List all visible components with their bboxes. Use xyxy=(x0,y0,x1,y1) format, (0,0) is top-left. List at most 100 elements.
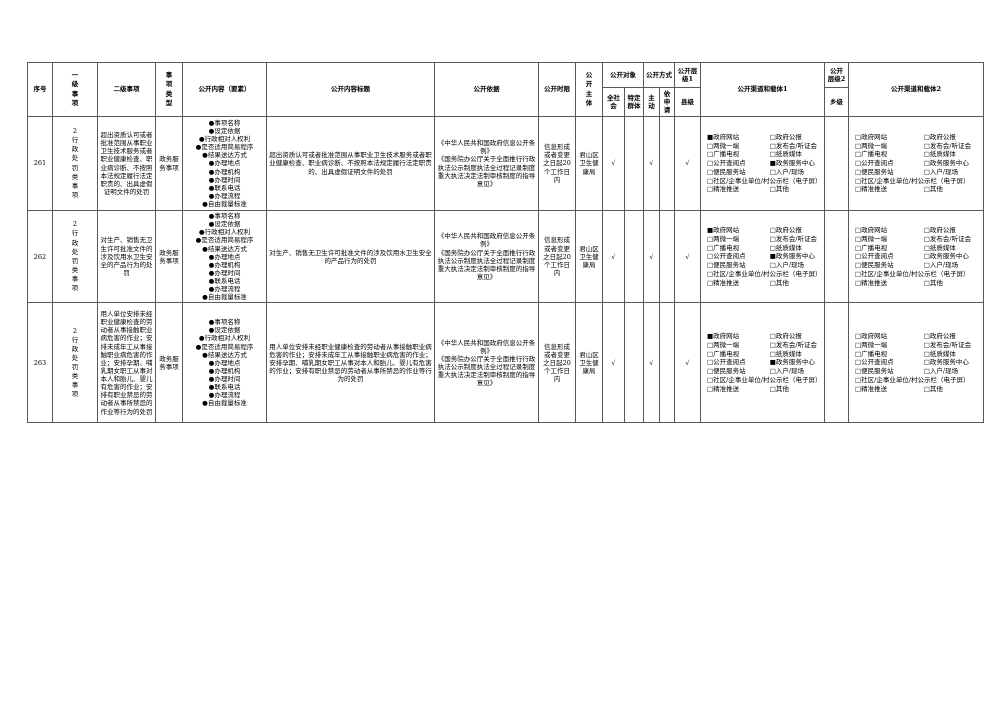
checkbox-unchecked: □政府网站 xyxy=(855,332,888,341)
checkbox-unchecked: □纸质媒体 xyxy=(769,349,802,358)
cell-channels1: ■政府网站 □政府公报 □两微一端 □发布会/听证会 □广播电视 □纸质媒体 □公开查阅点 ■… xyxy=(700,209,825,304)
content-element-item: ●自由裁量标准 xyxy=(202,200,247,209)
checkbox-unchecked: □公开查阅点 xyxy=(855,159,894,168)
cell-method-active-check: √ xyxy=(643,209,660,304)
cell-content-elements: ●事项名称 ●设定依据 ●行政相对人权利 ●是否适用简易程序 ●结果送达方式 ●办理地点 ●… xyxy=(182,116,267,211)
cell-target-specific-check xyxy=(624,209,644,304)
header-content-elements: 公开内容（要素） xyxy=(182,62,267,117)
content-element-item: ●设定依据 xyxy=(208,126,241,135)
content-element-item: ●事项名称 xyxy=(208,212,241,220)
cell-township-check xyxy=(824,209,849,304)
checkbox-checked: ■政务服务中心 xyxy=(769,159,815,168)
cell-channels2: □政府网站 □政府公报 □两微一端 □发布会/听证会 □广播电视 □纸质媒体 □公开查阅点 □… xyxy=(848,302,984,424)
checkbox-unchecked: □便民服务站 xyxy=(707,367,746,376)
checkbox-unchecked: □其他 xyxy=(923,185,943,194)
checkbox-unchecked: □广播电视 xyxy=(855,349,888,358)
channels2-checklist: □政府网站 □政府公报 □两微一端 □发布会/听证会 □广播电视 □纸质媒体 □公开查阅点 □… xyxy=(851,224,981,289)
cell-seq: 263 xyxy=(27,302,53,424)
cell-subject: 君山区卫生健康局 xyxy=(575,302,603,424)
header-method-group: 公开方式 xyxy=(643,62,675,88)
content-element-item: ●办理时间 xyxy=(208,268,241,277)
header-subject-label: 公开主体 xyxy=(585,71,593,107)
content-element-item: ●行政相对人权利 xyxy=(198,334,251,343)
cell-county-check: √ xyxy=(674,302,701,424)
cell-target-specific-check xyxy=(624,116,644,211)
checkbox-checked: ■政务服务中心 xyxy=(769,252,815,261)
checkbox-checked: ■政务服务中心 xyxy=(769,358,815,367)
checkbox-unchecked: □两微一端 xyxy=(707,234,740,243)
cell-level2: 用人单位安排未经职业健康检查的劳动者从事接触职业病危害的作业；安排未成年工从事接… xyxy=(97,302,156,424)
cell-method-on-request-check xyxy=(659,209,675,304)
checkbox-unchecked: □入户/现场 xyxy=(769,367,805,376)
checkbox-unchecked: □政府公报 xyxy=(923,332,956,341)
cell-level1: 2行政处罚类事项 xyxy=(52,209,98,304)
header-level2-group: 公开层级2 xyxy=(824,62,849,88)
checkbox-unchecked: □两微一端 xyxy=(707,340,740,349)
cell-content-title: 对生产、销售无卫生许可批准文件的涉及饮用水卫生安全的产品行为的处罚 xyxy=(266,209,435,304)
checkbox-unchecked: □纸质媒体 xyxy=(923,150,956,159)
header-target-specific: 特定群体 xyxy=(624,87,644,117)
cell-township-check xyxy=(824,302,849,424)
cell-method-on-request-check xyxy=(659,116,675,211)
cell-seq: 261 xyxy=(27,116,53,211)
cell-time-limit: 信息形成或者变更之日起20个工作日内 xyxy=(538,209,576,304)
content-element-item: ●行政相对人权利 xyxy=(198,228,251,237)
checkbox-checked: ■政府网站 xyxy=(707,332,740,341)
channels1-checklist: ■政府网站 □政府公报 □两微一端 □发布会/听证会 □广播电视 □纸质媒体 □公开查阅点 ■… xyxy=(703,330,822,395)
checkbox-unchecked: □入户/现场 xyxy=(769,167,805,176)
content-element-item: ●办理机构 xyxy=(208,366,241,375)
checkbox-unchecked: □发布会/听证会 xyxy=(923,340,972,349)
checkbox-unchecked: □政务服务中心 xyxy=(923,159,969,168)
header-method-on-request: 依申请 xyxy=(659,87,675,117)
cell-method-on-request-check xyxy=(659,302,675,424)
content-element-item: ●行政相对人权利 xyxy=(198,135,251,144)
checkbox-unchecked: □两微一端 xyxy=(855,141,888,150)
cell-item-type: 政务服务事项 xyxy=(155,116,183,211)
header-channels1: 公开渠道和载体1 xyxy=(700,62,825,117)
checkbox-unchecked: □公开查阅点 xyxy=(855,252,894,261)
content-element-item: ●是否适用简易程序 xyxy=(195,236,254,245)
cell-level1-text: 2行政处罚类事项 xyxy=(71,220,79,292)
header-level2-item: 二级事项 xyxy=(97,62,156,117)
checkbox-unchecked: □纸质媒体 xyxy=(923,243,956,252)
checkbox-unchecked: □公开查阅点 xyxy=(707,358,746,367)
content-element-item: ●自由裁量标准 xyxy=(202,399,247,408)
header-channels2: 公开渠道和载体2 xyxy=(848,62,984,117)
cell-item-type: 政务服务事项 xyxy=(155,302,183,424)
checkbox-unchecked: □政务服务中心 xyxy=(923,252,969,261)
checkbox-unchecked: □入户/现场 xyxy=(923,367,959,376)
content-element-item: ●结果送达方式 xyxy=(202,350,247,359)
checkbox-unchecked: □政府公报 xyxy=(769,132,802,141)
checkbox-unchecked: □入户/现场 xyxy=(923,261,959,270)
checkbox-unchecked: □广播电视 xyxy=(855,243,888,252)
cell-basis: 《中华人民共和国政府信息公开条例》 《国务院办公厅关于全面推行行政执法公示制度执… xyxy=(434,302,539,424)
checkbox-unchecked: □政府网站 xyxy=(855,226,888,234)
content-element-item: ●结果送达方式 xyxy=(202,244,247,253)
content-element-item: ●办理机构 xyxy=(208,260,241,269)
content-element-item: ●是否适用简易程序 xyxy=(195,143,254,152)
header-level1-item: 一级事项 xyxy=(52,62,98,117)
checkbox-unchecked: □广播电视 xyxy=(707,243,740,252)
checkbox-unchecked: □入户/现场 xyxy=(923,167,959,176)
content-element-item: ●联系电话 xyxy=(208,383,241,392)
cell-channels2: □政府网站 □政府公报 □两微一端 □发布会/听证会 □广播电视 □纸质媒体 □公开查阅点 □… xyxy=(848,116,984,211)
cell-method-active-check: √ xyxy=(643,302,660,424)
checkbox-unchecked: □公开查阅点 xyxy=(855,358,894,367)
checkbox-unchecked: □精准推送 xyxy=(855,185,888,194)
table-row: 262 2行政处罚类事项 对生产、销售无卫生许可批准文件的涉及饮用水卫生安全的产… xyxy=(27,209,984,304)
checkbox-unchecked: □两微一端 xyxy=(855,340,888,349)
checkbox-unchecked: □便民服务站 xyxy=(855,367,894,376)
checkbox-unchecked: □发布会/听证会 xyxy=(923,141,972,150)
cell-subject: 君山区卫生健康局 xyxy=(575,116,603,211)
cell-content-title: 用人单位安排未经职业健康检查的劳动者从事接触职业病危害的作业；安排未成年工从事接… xyxy=(266,302,435,424)
cell-content-elements: ●事项名称 ●设定依据 ●行政相对人权利 ●是否适用简易程序 ●结果送达方式 ●办理地点 ●… xyxy=(182,302,267,424)
checkbox-unchecked: □便民服务站 xyxy=(707,167,746,176)
checkbox-unchecked: □其他 xyxy=(923,278,943,287)
checkbox-unchecked: □其他 xyxy=(923,384,943,393)
checkbox-unchecked: □精准推送 xyxy=(707,278,740,287)
checkbox-unchecked: □广播电视 xyxy=(855,150,888,159)
cell-target-specific-check xyxy=(624,302,644,424)
cell-method-active-check: √ xyxy=(643,116,660,211)
checkbox-unchecked: □公开查阅点 xyxy=(707,252,746,261)
header-target-group: 公开对象 xyxy=(602,62,644,88)
